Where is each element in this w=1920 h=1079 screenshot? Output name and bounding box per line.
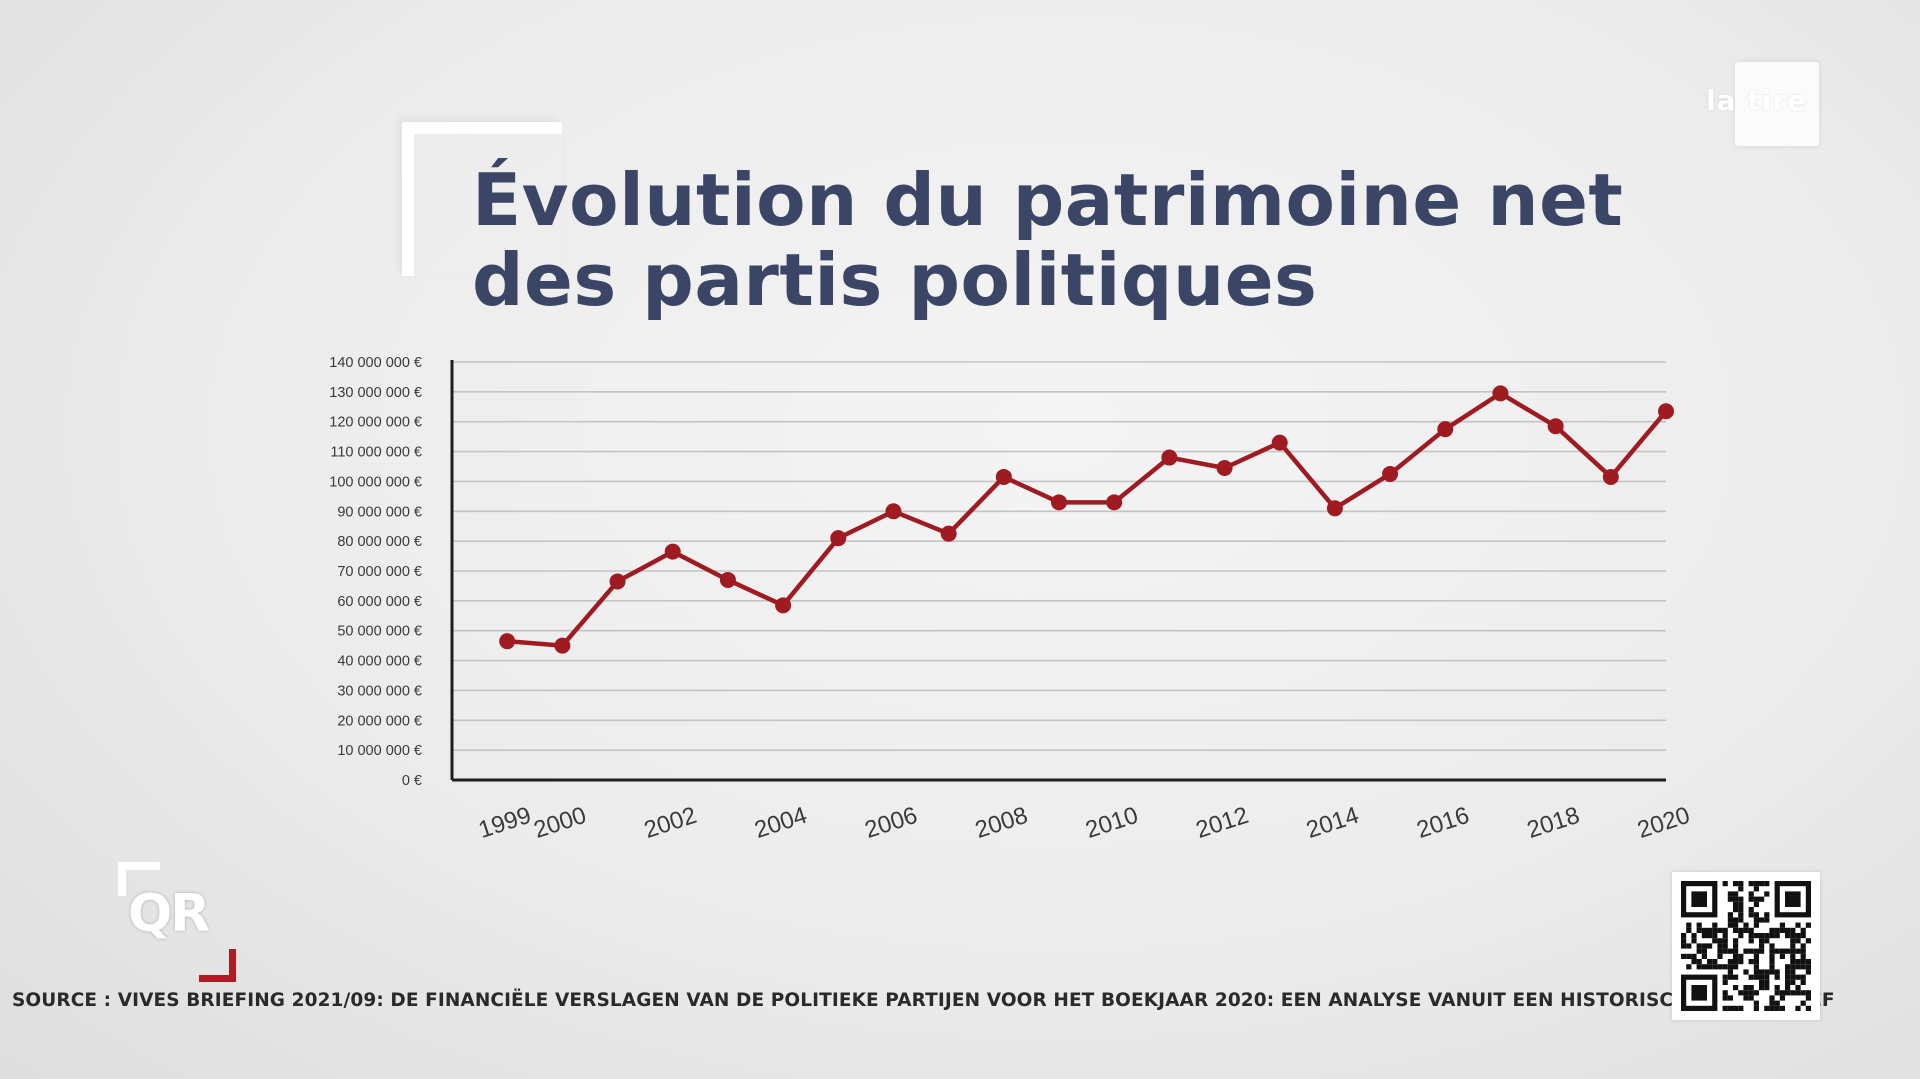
y-axis-ticks: 0 € 10 000 000 € 20 000 000 € 30 000 000 € 4… <box>329 355 422 789</box>
x-tick-label: 2018 <box>1524 802 1583 844</box>
data-point <box>1216 459 1233 476</box>
source-caption: SOURCE : VIVES BRIEFING 2021/09: DE FINA… <box>12 990 1835 1011</box>
y-tick-label: 50 000 000 € <box>337 624 422 640</box>
qr-code-icon <box>1672 872 1820 1020</box>
x-tick-label: 2002 <box>641 802 700 844</box>
y-tick-label: 100 000 000 € <box>329 474 422 490</box>
x-tick-label: 2012 <box>1193 802 1252 844</box>
y-tick-label: 30 000 000 € <box>337 683 422 699</box>
y-tick-label: 120 000 000 € <box>329 415 422 431</box>
data-point <box>1106 494 1123 511</box>
x-tick-label: 2014 <box>1303 802 1362 844</box>
data-point <box>1492 385 1509 402</box>
y-tick-label: 20 000 000 € <box>337 713 422 729</box>
data-point <box>554 637 571 654</box>
series-line <box>506 391 1668 648</box>
chart-axes <box>450 360 1666 782</box>
y-tick-label: 130 000 000 € <box>329 385 422 401</box>
data-point <box>1547 418 1564 435</box>
y-tick-label: 110 000 000 € <box>330 445 422 461</box>
y-tick-label: 60 000 000 € <box>337 594 422 610</box>
data-point <box>1437 421 1454 438</box>
qr-show-badge: QR <box>118 862 238 982</box>
data-point <box>885 503 902 520</box>
y-tick-label: 80 000 000 € <box>337 534 422 550</box>
x-tick-label: 2006 <box>862 802 921 844</box>
data-point <box>995 468 1012 485</box>
channel-logo <box>1735 62 1819 146</box>
data-point <box>719 571 736 588</box>
badge-text: QR <box>128 884 210 944</box>
data-point <box>1658 403 1674 420</box>
data-point <box>1602 468 1619 485</box>
x-tick-label: 2020 <box>1634 802 1693 844</box>
x-tick-label: 2000 <box>530 802 589 844</box>
y-tick-label: 10 000 000 € <box>337 743 422 759</box>
line-chart: 0 € 10 000 000 € 20 000 000 € 30 000 000 € 4… <box>329 355 1693 844</box>
badge-corner-white <box>118 862 160 896</box>
data-point <box>830 530 847 547</box>
chart-grid <box>452 361 1666 751</box>
data-point <box>664 543 681 560</box>
data-point <box>1051 494 1067 511</box>
data-point <box>609 573 626 590</box>
data-point <box>499 633 516 650</box>
data-point <box>1161 449 1178 466</box>
x-tick-label: 2010 <box>1082 802 1141 844</box>
chart-title: Évolution du patrimoine net des partis p… <box>472 160 1623 320</box>
x-tick-label: 2016 <box>1413 802 1472 844</box>
y-tick-label: 90 000 000 € <box>337 504 422 520</box>
data-point <box>1271 434 1288 451</box>
x-tick-label: 1999 <box>475 802 534 844</box>
y-tick-label: 0 € <box>402 773 422 789</box>
series-layer <box>499 385 1674 654</box>
data-point <box>775 597 792 614</box>
badge-corner-red <box>199 949 236 982</box>
chart-title-line-2: des partis politiques <box>472 238 1318 322</box>
x-tick-label: 2004 <box>751 802 810 844</box>
channel-logo-icon: la tire <box>1706 84 1808 117</box>
y-tick-label: 140 000 000 € <box>329 355 422 371</box>
data-point <box>1382 465 1399 482</box>
y-tick-label: 70 000 000 € <box>337 564 422 580</box>
data-point <box>1326 500 1343 517</box>
title-bracket-decoration <box>402 122 562 276</box>
x-tick-label: 2008 <box>972 802 1031 844</box>
y-tick-label: 40 000 000 € <box>337 654 422 670</box>
chart-title-line-1: Évolution du patrimoine net <box>472 158 1624 242</box>
data-point <box>940 525 957 542</box>
